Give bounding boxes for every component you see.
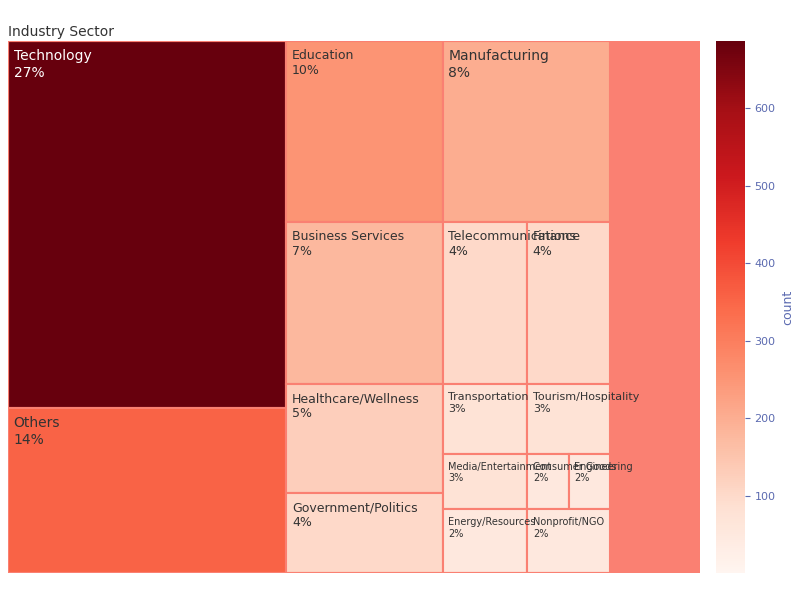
FancyBboxPatch shape [8,41,287,408]
Text: Industry Sector: Industry Sector [8,25,114,39]
Text: Engineering
2%: Engineering 2% [574,462,633,483]
Y-axis label: count: count [781,290,794,325]
FancyBboxPatch shape [8,408,287,573]
Text: Education
10%: Education 10% [292,50,354,77]
Text: Others
14%: Others 14% [14,416,60,447]
Text: Media/Entertainment
3%: Media/Entertainment 3% [448,462,551,483]
Text: Government/Politics
4%: Government/Politics 4% [292,501,418,530]
FancyBboxPatch shape [527,222,610,385]
Text: Business Services
7%: Business Services 7% [292,230,404,258]
FancyBboxPatch shape [527,454,569,509]
FancyBboxPatch shape [443,385,527,454]
Text: Tourism/Hospitality
3%: Tourism/Hospitality 3% [533,392,639,414]
Text: Transportation
3%: Transportation 3% [448,392,529,414]
Text: Telecommunications
4%: Telecommunications 4% [448,230,576,258]
FancyBboxPatch shape [443,454,527,509]
Text: Energy/Resources
2%: Energy/Resources 2% [448,518,536,539]
FancyBboxPatch shape [443,41,610,222]
Text: Technology
27%: Technology 27% [14,50,91,80]
FancyBboxPatch shape [287,41,443,222]
Text: Manufacturing
8%: Manufacturing 8% [448,50,549,80]
FancyBboxPatch shape [527,385,610,454]
FancyBboxPatch shape [287,493,443,573]
FancyBboxPatch shape [287,222,443,385]
FancyBboxPatch shape [443,509,527,573]
FancyBboxPatch shape [287,385,443,493]
FancyBboxPatch shape [569,454,610,509]
Text: Consumer Goods
2%: Consumer Goods 2% [533,462,616,483]
Text: Healthcare/Wellness
5%: Healthcare/Wellness 5% [292,392,419,420]
Text: Nonprofit/NGO
2%: Nonprofit/NGO 2% [533,518,604,539]
Text: Finance
4%: Finance 4% [533,230,581,258]
FancyBboxPatch shape [443,222,527,385]
FancyBboxPatch shape [527,509,610,573]
